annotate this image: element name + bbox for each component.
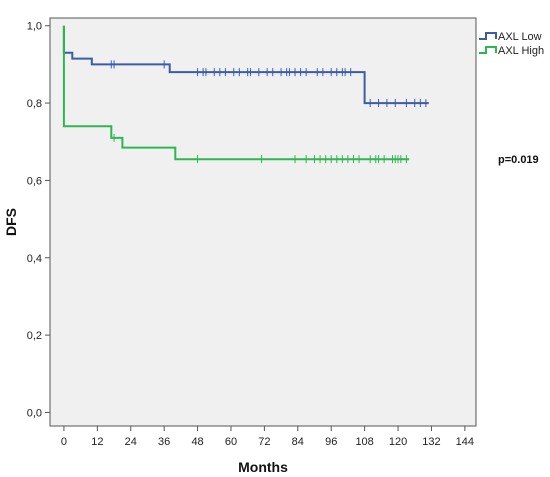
x-tick-label: 120 (389, 436, 407, 448)
x-tick-label: 36 (158, 436, 170, 448)
x-tick-label: 72 (258, 436, 270, 448)
y-tick-label: 0,4 (27, 253, 42, 265)
x-axis-title: Months (238, 459, 288, 475)
x-axis: 0 12 24 36 48 60 72 84 96 108 120 132 144 (61, 426, 474, 448)
x-tick-label: 144 (456, 436, 474, 448)
x-tick-label: 96 (325, 436, 337, 448)
plot-area (49, 17, 477, 427)
y-axis-title: DFS (3, 208, 19, 236)
legend-label: AXL Low (498, 31, 542, 43)
legend-swatch (479, 32, 497, 40)
x-tick-label: 0 (61, 436, 67, 448)
x-tick-label: 12 (91, 436, 103, 448)
y-tick-label: 0,8 (27, 98, 42, 110)
series-layer (62, 25, 429, 164)
y-tick-label: 0,0 (27, 407, 42, 419)
x-tick-label: 132 (422, 436, 440, 448)
x-tick-label: 84 (292, 436, 304, 448)
survival-curve (62, 25, 410, 161)
series-axl-high (62, 25, 410, 164)
x-tick-label: 48 (191, 436, 203, 448)
x-tick-label: 24 (125, 436, 137, 448)
x-tick-label: 60 (225, 436, 237, 448)
x-tick-label: 108 (355, 436, 373, 448)
series-axl-low (62, 25, 429, 108)
legend-label: AXL High (498, 45, 544, 57)
p-value-annotation: p=0.019 (498, 154, 539, 166)
y-tick-label: 0,6 (27, 175, 42, 187)
y-axis: 0,0 0,2 0,4 0,6 0,8 1,0 (27, 21, 50, 419)
survival-curve (62, 25, 429, 105)
y-tick-label: 0,2 (27, 330, 42, 342)
legend: AXL Low AXL High (479, 31, 544, 57)
legend-swatch (479, 46, 497, 54)
y-tick-label: 1,0 (27, 21, 42, 33)
